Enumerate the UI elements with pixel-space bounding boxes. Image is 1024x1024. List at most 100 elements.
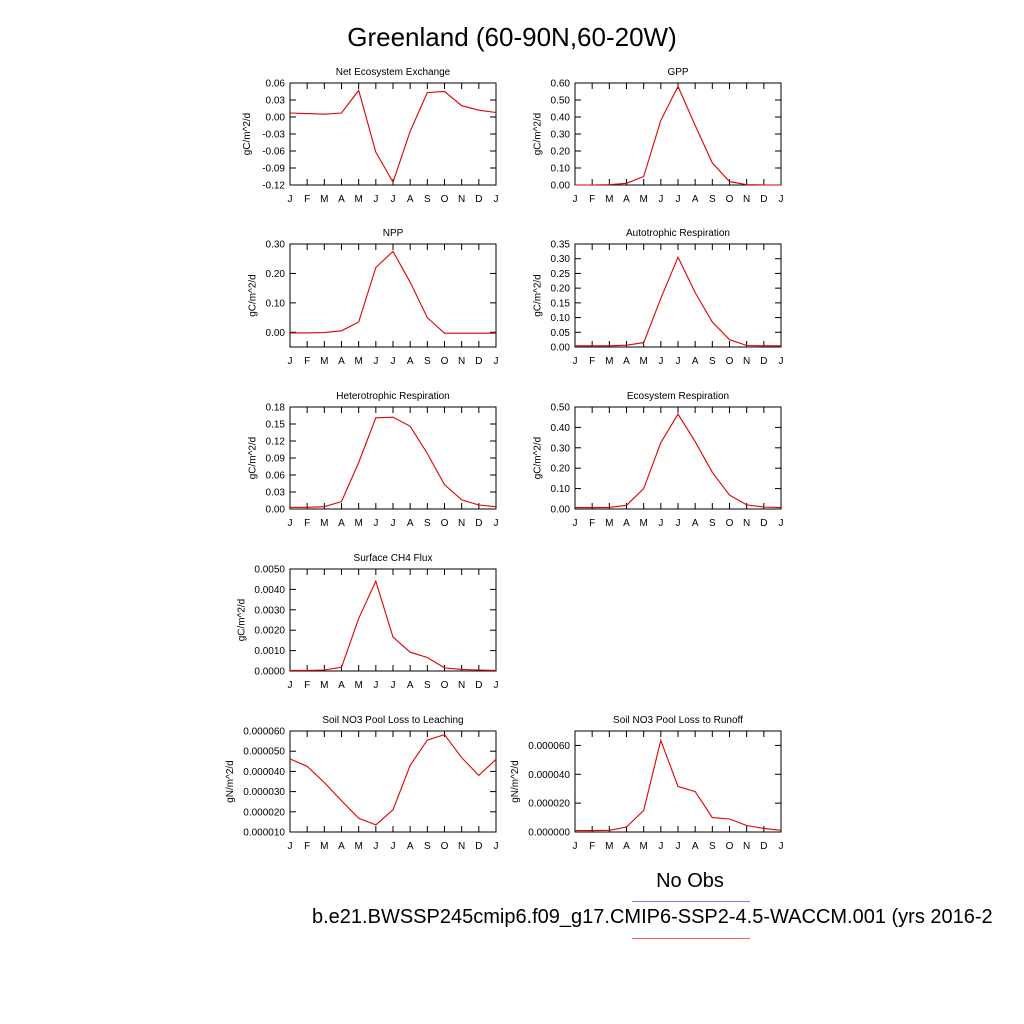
x-tick-label: J	[658, 841, 663, 852]
series-line	[575, 85, 781, 186]
x-tick-label: D	[475, 356, 482, 367]
x-tick-label: N	[458, 680, 465, 691]
y-tick-label: 0.000000	[528, 828, 570, 839]
x-tick-label: S	[709, 518, 716, 529]
y-tick-label: 0.06	[266, 471, 286, 482]
x-tick-label: S	[709, 841, 716, 852]
y-tick-label: 0.10	[551, 313, 571, 324]
x-tick-label: J	[373, 194, 378, 205]
y-tick-label: 0.00	[266, 113, 286, 124]
x-tick-label: J	[288, 356, 293, 367]
y-tick-label: 0.10	[551, 484, 571, 495]
y-tick-label: 0.30	[266, 240, 286, 251]
legend-obs-label: No Obs	[656, 870, 724, 892]
x-tick-label: O	[726, 841, 734, 852]
y-tick-label: 0.10	[551, 164, 571, 175]
x-tick-label: J	[494, 841, 499, 852]
legend-case-label: b.e21.BWSSP245cmip6.f09_g17.CMIP6-SSP2-4…	[312, 906, 993, 928]
y-axis-label: gC/m^2/d	[242, 113, 253, 156]
x-tick-label: A	[623, 194, 630, 205]
y-axis-label: gC/m^2/d	[236, 599, 247, 642]
x-tick-label: A	[692, 356, 699, 367]
x-tick-label: J	[573, 518, 578, 529]
x-tick-label: N	[458, 841, 465, 852]
x-tick-label: J	[373, 841, 378, 852]
y-tick-label: 0.00	[266, 328, 286, 339]
plot-frame	[574, 243, 782, 348]
x-tick-label: J	[391, 680, 396, 691]
plot-frame	[574, 730, 782, 833]
x-tick-label: F	[304, 680, 310, 691]
x-tick-label: J	[288, 518, 293, 529]
y-tick-label: 0.00	[266, 505, 286, 516]
x-tick-label: D	[760, 841, 767, 852]
y-tick-label: 0.000030	[243, 787, 285, 798]
y-tick-label: 0.000040	[528, 770, 570, 781]
plot-frame	[289, 406, 497, 510]
y-tick-label: 0.0050	[254, 565, 285, 576]
y-tick-label: 0.30	[551, 130, 571, 141]
x-tick-label: M	[320, 841, 328, 852]
x-tick-label: M	[320, 356, 328, 367]
x-tick-label: M	[639, 841, 647, 852]
x-tick-label: J	[288, 680, 293, 691]
x-tick-label: D	[475, 518, 482, 529]
panel-title: GPP	[667, 67, 688, 78]
x-tick-label: M	[354, 194, 362, 205]
x-tick-label: J	[779, 841, 784, 852]
y-axis-label: gC/m^2/d	[533, 437, 544, 480]
x-tick-label: M	[320, 680, 328, 691]
panel-title: Surface CH4 Flux	[354, 553, 433, 564]
x-tick-label: A	[338, 680, 345, 691]
x-tick-label: J	[288, 194, 293, 205]
y-tick-label: 0.0020	[254, 626, 285, 637]
x-tick-label: J	[676, 194, 681, 205]
x-tick-label: J	[391, 356, 396, 367]
x-tick-label: N	[458, 518, 465, 529]
x-tick-label: S	[424, 518, 431, 529]
y-tick-label: 0.30	[551, 254, 571, 265]
y-tick-label: 0.000040	[243, 767, 285, 778]
x-tick-label: M	[605, 356, 613, 367]
x-tick-label: J	[676, 356, 681, 367]
y-tick-label: 0.0000	[254, 667, 285, 678]
y-tick-label: 0.50	[551, 403, 571, 414]
x-tick-label: J	[494, 518, 499, 529]
y-tick-label: 0.60	[551, 79, 571, 90]
x-tick-label: F	[304, 356, 310, 367]
x-tick-label: J	[494, 680, 499, 691]
x-tick-label: S	[424, 680, 431, 691]
x-tick-label: D	[760, 356, 767, 367]
y-tick-label: 0.09	[266, 454, 286, 465]
panel-title: Net Ecosystem Exchange	[336, 67, 451, 78]
x-tick-label: O	[726, 518, 734, 529]
x-tick-label: A	[338, 194, 345, 205]
x-tick-label: J	[676, 518, 681, 529]
y-tick-label: 0.03	[266, 96, 286, 107]
x-tick-label: M	[354, 841, 362, 852]
y-tick-label: 0.30	[551, 443, 571, 454]
x-tick-label: D	[475, 194, 482, 205]
y-tick-label: 0.25	[551, 269, 571, 280]
panel-title: Ecosystem Respiration	[627, 391, 729, 402]
y-axis-label: gC/m^2/d	[533, 113, 544, 156]
y-axis-label: gC/m^2/d	[248, 274, 259, 317]
x-tick-label: A	[338, 841, 345, 852]
x-tick-label: A	[338, 518, 345, 529]
x-tick-label: J	[658, 518, 663, 529]
y-tick-label: 0.15	[266, 420, 286, 431]
x-tick-label: A	[692, 518, 699, 529]
x-tick-label: J	[779, 356, 784, 367]
figure-title: Greenland (60-90N,60-20W)	[347, 22, 677, 52]
x-tick-label: A	[338, 356, 345, 367]
plot-frame	[289, 243, 497, 348]
x-tick-label: A	[692, 841, 699, 852]
legend-obs-line	[632, 901, 750, 902]
x-tick-label: S	[424, 841, 431, 852]
x-tick-label: O	[441, 194, 449, 205]
x-tick-label: A	[623, 356, 630, 367]
x-tick-label: N	[743, 518, 750, 529]
panel-title: Autotrophic Respiration	[626, 228, 730, 239]
x-tick-label: O	[441, 680, 449, 691]
